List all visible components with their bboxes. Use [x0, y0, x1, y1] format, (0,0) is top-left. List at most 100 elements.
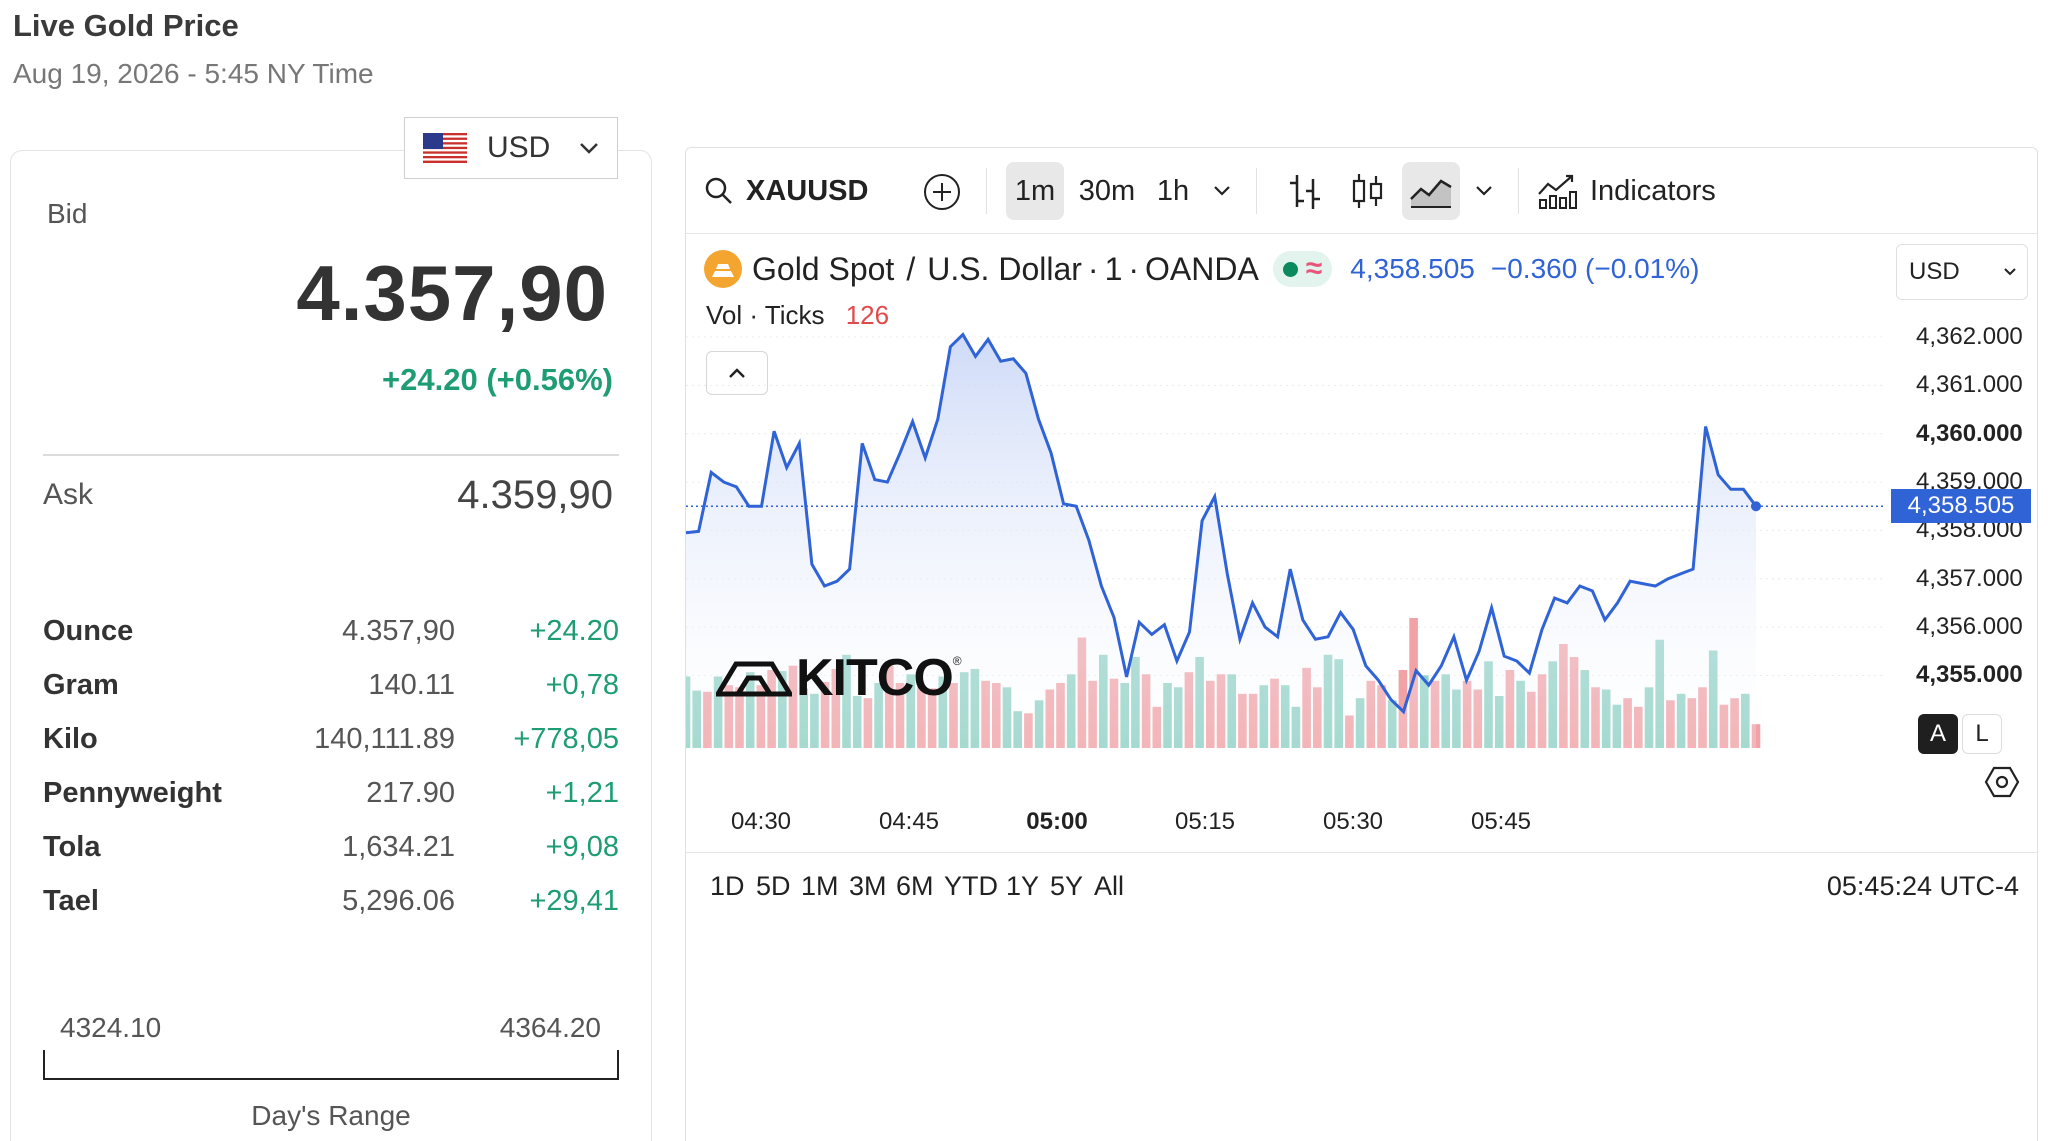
kitco-wordmark: KITCO	[796, 649, 954, 707]
chart-settings-icon[interactable]	[1982, 762, 2022, 802]
time-axis-label: 05:15	[1174, 808, 1236, 835]
chevron-down-icon	[2004, 268, 2016, 276]
price-axis: 4,355.000 4,356.000 4,357.000 4,358.000 4,35…	[1896, 148, 2036, 1141]
range-all-button[interactable]: All	[1094, 871, 1125, 901]
compare-symbol-button[interactable]	[920, 170, 964, 214]
days-range-bar	[43, 1050, 619, 1080]
collapse-legend-button[interactable]	[706, 351, 768, 395]
gold-coin-icon	[704, 250, 742, 288]
chart-currency-value: USD	[1909, 258, 1960, 285]
plus-circle-icon	[924, 174, 960, 210]
chart-style-dropdown[interactable]	[1464, 162, 1504, 220]
log-scale-button[interactable]: L	[1962, 714, 2002, 754]
price-axis-label: 4,361.000	[1916, 371, 2023, 399]
interval-dropdown[interactable]	[1202, 162, 1242, 220]
area-chart-style-button[interactable]	[1402, 162, 1460, 220]
unit-price: 140.11	[368, 668, 455, 701]
price-axis-label: 4,362.000	[1916, 323, 2023, 350]
price-line	[686, 332, 1758, 715]
range-bar: 1D 5D 1M 3M 6M YTD 1Y 5Y All 05:45:24 UT…	[686, 852, 2037, 920]
legend-quote: U.S. Dollar	[927, 250, 1082, 287]
chart-panel: XAUUSD 1m 30m 1h Indicators	[685, 147, 2038, 1141]
current-price-tag: 4,358.505	[1891, 489, 2031, 524]
unit-price: 140,111.89	[314, 722, 455, 755]
interval-1m[interactable]: 1m	[1006, 162, 1064, 220]
unit-name: Tael	[43, 884, 99, 917]
unit-price: 5,296.06	[342, 884, 455, 917]
unit-price: 1,634.21	[342, 830, 455, 863]
bid-change: +24.20 (+0.56%)	[382, 362, 613, 397]
currency-dropdown[interactable]: USD	[404, 117, 618, 179]
chevron-down-icon	[580, 143, 599, 154]
range-5y-button[interactable]: 5Y	[1050, 871, 1084, 901]
unit-change: +1,21	[545, 776, 619, 809]
unit-row-ounce: Ounce 4.357,90 +24.20	[43, 604, 619, 658]
chevron-down-icon	[1476, 186, 1492, 196]
legend-dot: ·	[1128, 250, 1140, 287]
unit-name: Tola	[43, 830, 101, 863]
legend-dot: ·	[1087, 250, 1099, 287]
range-5d-button[interactable]: 5D	[756, 871, 791, 901]
us-flag-icon	[423, 133, 467, 163]
kitco-logo-icon	[716, 661, 792, 697]
market-open-icon	[1282, 261, 1298, 277]
divider	[43, 454, 619, 456]
price-chart[interactable]	[686, 308, 1886, 748]
range-1m-button[interactable]: 1M	[801, 871, 839, 901]
price-axis-label: 4,356.000	[1916, 613, 2023, 641]
candles-chart-style-button[interactable]	[1338, 162, 1396, 220]
interval-1h[interactable]: 1h	[1156, 174, 1190, 207]
candlestick-icon	[1352, 174, 1383, 208]
toolbar-divider	[1518, 168, 1519, 214]
legend-source: OANDA	[1145, 250, 1259, 287]
time-axis-label: 05:30	[1322, 808, 1384, 835]
currency-value: USD	[487, 131, 551, 164]
unit-change: +0,78	[545, 668, 619, 701]
ask-price: 4.359,90	[457, 473, 613, 517]
unit-row-pennyweight: Pennyweight 217.90 +1,21	[43, 766, 619, 820]
registered-mark: ®	[952, 654, 962, 668]
legend-last-price: 4,358.505	[1350, 253, 1475, 284]
range-6m-button[interactable]: 6M	[896, 871, 934, 901]
volume-value: 126	[845, 300, 890, 330]
unit-price: 4.357,90	[342, 614, 455, 647]
unit-name: Pennyweight	[43, 776, 222, 809]
ask-label: Ask	[43, 478, 94, 511]
volume-label: Vol · Ticks	[706, 300, 825, 330]
chevron-down-icon	[1214, 186, 1230, 196]
bar-chart-style-button[interactable]	[1276, 162, 1334, 220]
delayed-data-icon: ≈	[1305, 252, 1323, 285]
auto-scale-button[interactable]: A	[1918, 714, 1958, 754]
range-3m-button[interactable]: 3M	[849, 871, 887, 901]
kitco-logo: KITCO ®	[716, 648, 962, 708]
bid-label: Bid	[47, 198, 88, 229]
chart-currency-select[interactable]: USD	[1896, 244, 2028, 300]
interval-30m[interactable]: 30m	[1078, 174, 1136, 207]
legend-interval: 1	[1104, 250, 1123, 287]
unit-name: Gram	[43, 668, 119, 701]
days-range-low: 4324.10	[60, 1012, 162, 1043]
time-axis-label: 04:30	[730, 808, 792, 835]
current-price-marker	[1751, 501, 1761, 512]
range-ytd-button[interactable]: YTD	[944, 871, 998, 901]
unit-price-table: Ounce 4.357,90 +24.20 Gram 140.11 +0,78 …	[43, 604, 619, 928]
days-range-high: 4364.20	[499, 1012, 601, 1043]
time-axis-label: 04:45	[878, 808, 940, 835]
unit-row-kilo: Kilo 140,111.89 +778,05	[43, 712, 619, 766]
chart-toolbar: XAUUSD 1m 30m 1h Indicators	[686, 148, 2037, 234]
unit-change: +29,41	[529, 884, 619, 917]
range-1y-button[interactable]: 1Y	[1006, 871, 1040, 901]
chart-clock[interactable]: 05:45:24 UTC-4	[1826, 871, 2019, 901]
price-axis-label: 4,355.000	[1916, 661, 2023, 689]
unit-price: 217.90	[366, 776, 455, 809]
indicators-button[interactable]: Indicators	[1536, 162, 1716, 220]
unit-change: +778,05	[513, 722, 619, 755]
range-1d-button[interactable]: 1D	[710, 871, 745, 901]
area-chart-icon	[1410, 179, 1452, 208]
symbol-search[interactable]: XAUUSD	[704, 168, 868, 214]
unit-change: +24.20	[529, 614, 619, 647]
volume-legend: Vol · Ticks 126	[706, 300, 889, 331]
page-title: Live Gold Price	[13, 8, 239, 43]
ohlc-bars-icon	[1290, 175, 1320, 209]
market-status-badge[interactable]: ≈	[1272, 251, 1333, 287]
